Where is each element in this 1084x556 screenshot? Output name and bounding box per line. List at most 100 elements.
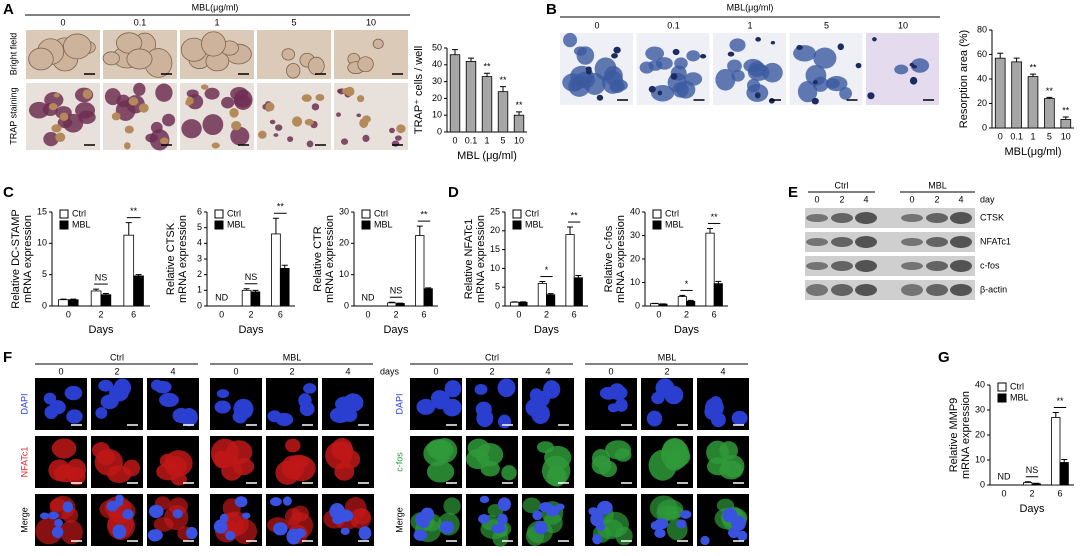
cell (710, 412, 726, 428)
cell (112, 524, 127, 539)
cell (307, 56, 325, 76)
cell (911, 64, 918, 69)
x-tick-label: 5 (500, 135, 505, 145)
annotation: ** (515, 100, 523, 110)
cell (202, 114, 224, 136)
y-tick-label: 40 (975, 379, 985, 389)
annotation: ** (130, 206, 138, 216)
cell (731, 69, 745, 82)
day-label: 2 (489, 366, 494, 376)
cell (269, 119, 276, 125)
blot-strip (805, 256, 975, 276)
legend-swatch (59, 209, 69, 219)
cell (60, 520, 83, 545)
bar (686, 300, 696, 307)
y-tick-label: 4 (197, 238, 202, 248)
row-label: Merge (394, 507, 404, 533)
y-axis-label: Relative CTR (312, 226, 324, 291)
cell (233, 398, 254, 420)
x-tick-label: 10 (1061, 131, 1071, 141)
day-label: 4 (170, 366, 175, 376)
y-tick-label: 30 (630, 230, 640, 240)
header: MBL(μg/ml) (727, 2, 774, 12)
bar (677, 296, 687, 307)
cell (442, 398, 462, 417)
legend-swatch (512, 209, 522, 219)
cell (729, 38, 746, 52)
bar (513, 114, 525, 133)
cell (748, 61, 766, 78)
band-label: NFATc1 (980, 236, 1011, 246)
cell (762, 62, 783, 83)
annotation: ** (420, 209, 428, 219)
bar (279, 267, 290, 307)
cell (200, 84, 209, 90)
y-tick-label: 5 (197, 222, 202, 232)
cell (496, 513, 508, 526)
cell (420, 507, 435, 522)
y-tick-label: 5 (42, 269, 47, 279)
bar (133, 275, 144, 307)
cell (603, 65, 623, 86)
cell (162, 113, 176, 127)
bar (1051, 417, 1061, 486)
cell (98, 379, 114, 392)
day-label: 4 (345, 366, 350, 376)
error-bar (388, 301, 395, 303)
cell (674, 57, 688, 70)
cell (709, 396, 723, 410)
day-label: 2 (114, 366, 119, 376)
cell (731, 410, 748, 426)
annotation: * (685, 279, 689, 289)
bar (497, 91, 509, 133)
cell (664, 385, 684, 405)
cell (180, 408, 198, 427)
bar (994, 57, 1006, 129)
x-tick-label: 0 (66, 309, 71, 319)
cell (225, 440, 253, 465)
cell (265, 102, 275, 112)
cell (113, 499, 124, 507)
y-tick-label: 20 (977, 98, 987, 108)
cell (123, 459, 141, 477)
cell (306, 140, 314, 148)
cell (426, 460, 455, 483)
x-tick-label: 6 (278, 309, 283, 319)
cell (670, 73, 678, 80)
column-label: 5 (291, 17, 296, 27)
cell (737, 530, 748, 542)
bar (518, 301, 528, 307)
band (950, 212, 972, 224)
cell (475, 442, 504, 467)
cell (676, 80, 696, 99)
cell (609, 385, 628, 401)
annotation: NS (390, 286, 403, 296)
error-bar (516, 111, 522, 116)
cell (204, 87, 220, 100)
cell (82, 89, 93, 99)
bar (1059, 462, 1069, 486)
error-bar (102, 292, 109, 295)
bar (395, 303, 405, 307)
bar (123, 234, 135, 307)
column-label: 1 (214, 17, 219, 27)
cell (796, 44, 803, 51)
bar (271, 233, 281, 307)
cell (491, 523, 506, 534)
legend-swatch (512, 220, 522, 230)
cell (216, 389, 230, 399)
band (926, 213, 948, 223)
band (855, 284, 877, 296)
cell (611, 53, 618, 59)
day-label: 0 (433, 366, 438, 376)
y-tick-label: 0 (635, 300, 640, 310)
cell (654, 518, 669, 530)
panel-label: C (3, 184, 14, 201)
cell (304, 118, 314, 126)
cell (532, 510, 543, 521)
bar (546, 294, 556, 307)
legend-label: Ctrl (665, 208, 679, 218)
cell (613, 46, 621, 54)
cell (337, 88, 342, 94)
cell (837, 43, 844, 51)
